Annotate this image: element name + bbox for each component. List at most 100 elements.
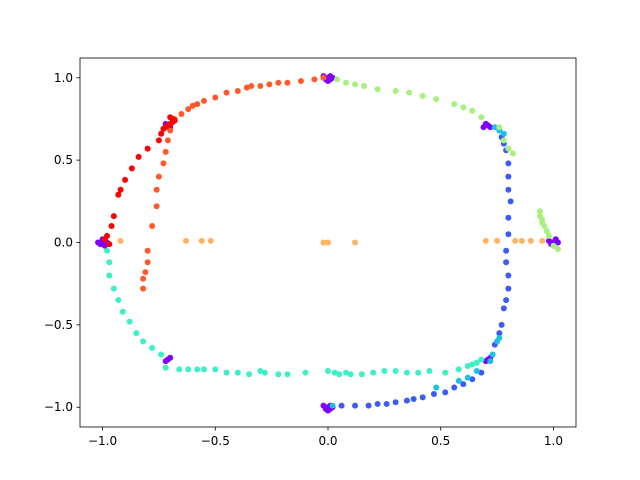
data-point [498,321,505,328]
data-point [403,397,410,404]
data-point [140,338,147,345]
data-point [155,173,162,180]
data-point [198,237,205,244]
data-point [406,89,413,96]
data-point [275,371,282,378]
data-point [361,83,368,89]
data-point [201,97,207,104]
data-point [144,259,151,266]
data-point [284,371,291,378]
data-point [430,391,437,398]
data-point [106,241,113,248]
data-point [149,223,156,230]
data-point [167,354,174,361]
data-point [374,86,381,93]
data-point [101,242,108,249]
data-point [212,366,219,373]
x-tick-label: −1.0 [88,434,117,448]
data-point [352,239,359,246]
data-point [374,400,381,407]
data-point [365,402,372,409]
data-point [505,145,512,152]
data-point [169,115,176,122]
data-point [473,359,480,366]
data-point [505,285,512,292]
data-point [491,124,498,131]
data-point [140,275,147,282]
data-point [144,145,151,152]
data-point [106,259,113,266]
data-point [334,76,341,83]
data-point [144,247,151,254]
data-point [182,237,189,244]
data-point [331,369,338,376]
data-point [451,384,458,391]
data-point [503,259,510,266]
data-point [541,223,548,230]
data-point [370,369,377,376]
data-point [108,223,115,230]
data-point [248,83,255,89]
data-point [275,79,282,86]
data-point [489,351,496,358]
data-point [478,356,485,363]
data-point [212,94,219,101]
data-point [482,358,489,365]
series-3 [104,247,485,378]
data-point [207,237,214,244]
data-point [110,213,117,220]
data-point [95,239,102,246]
data-point [311,76,318,83]
data-point [246,371,253,378]
data-point [162,364,169,371]
data-point [451,101,458,108]
data-point [536,208,543,215]
data-point [149,344,156,351]
data-point [500,137,507,144]
data-point [257,367,264,374]
data-points [95,73,561,414]
data-point [415,369,422,376]
x-tick-label: −0.5 [201,434,230,448]
data-point [543,227,550,234]
data-point [552,236,559,243]
data-point [122,176,129,183]
data-point [505,272,512,279]
data-point [419,92,426,99]
data-point [500,305,507,312]
data-point [403,369,410,376]
data-point [347,371,354,378]
data-point [383,400,390,407]
data-point [419,394,426,401]
data-point [352,402,359,409]
data-point [469,376,476,383]
data-point [455,366,462,373]
data-point [460,104,467,111]
data-point [142,269,149,276]
data-point [266,81,273,88]
y-tick-label: −0.5 [44,318,73,332]
data-point [104,247,111,254]
data-point [496,330,503,337]
data-point [478,114,485,121]
data-point [243,84,250,91]
data-point [473,367,480,374]
data-point [327,76,334,83]
data-point [135,153,142,160]
data-point [153,186,160,193]
data-point [115,297,122,304]
data-point [223,369,230,376]
data-point [505,186,512,193]
series-7 [101,114,178,248]
y-tick-label: −1.0 [44,400,73,414]
data-point [320,74,327,81]
data-point [494,237,501,244]
data-point [115,191,122,198]
data-point [469,361,476,368]
data-point [336,371,343,378]
data-point [478,369,485,376]
data-point [185,106,192,113]
data-point [550,242,557,249]
data-point [106,272,113,279]
